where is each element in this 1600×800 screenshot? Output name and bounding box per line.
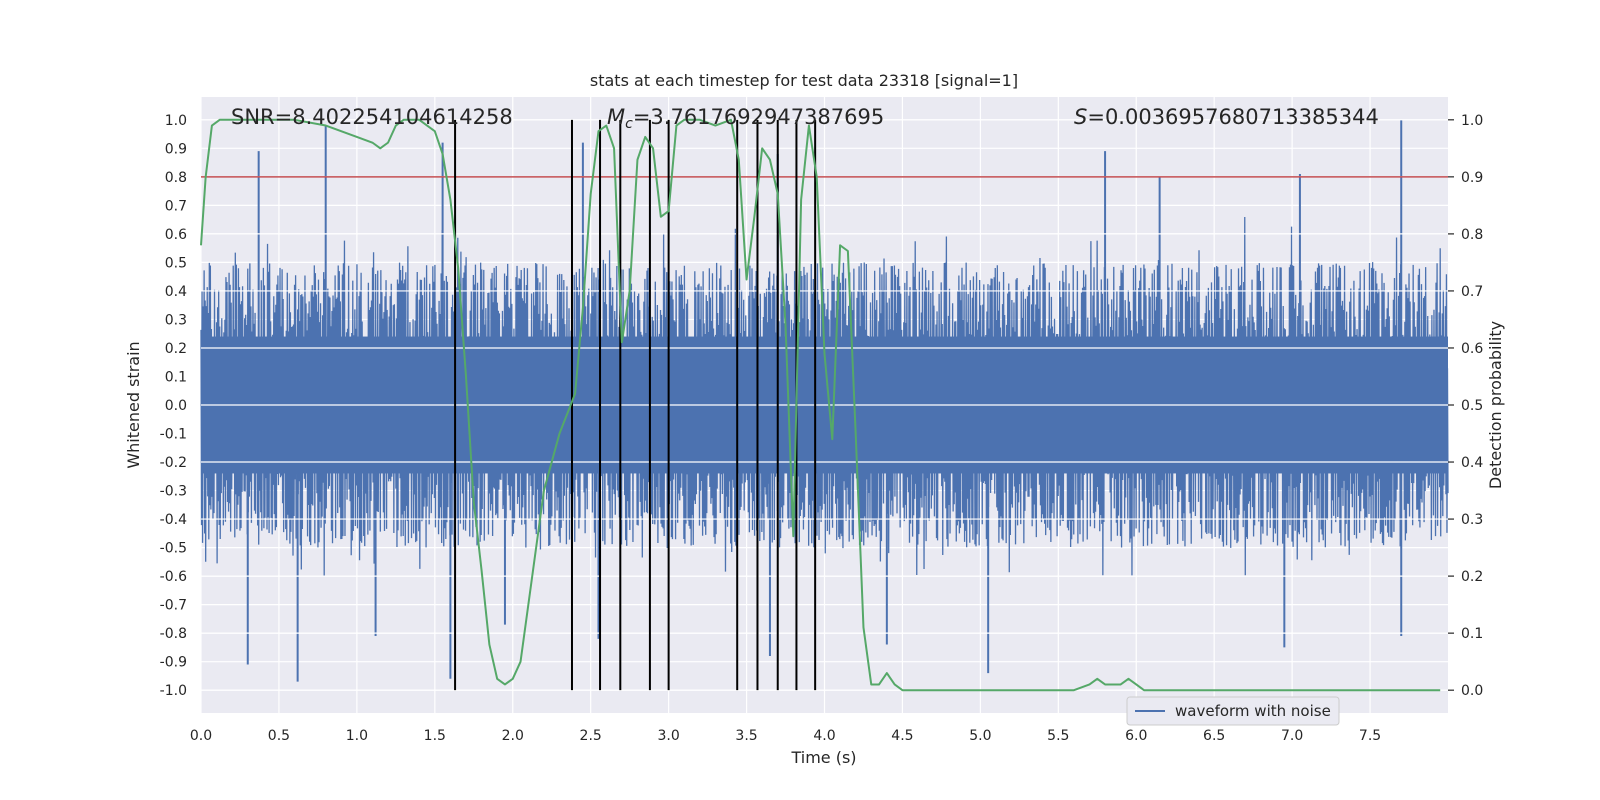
y-axis-right-ticks: 1.0 0.9 0.8 0.7 0.6 0.5 0.4 0.3 0.2 0.1 0.0	[1448, 113, 1483, 699]
y-tick-label: 0.0	[165, 398, 187, 414]
y-tick-label: -0.4	[160, 512, 187, 528]
y-right-tick-label: 0.2	[1461, 569, 1483, 585]
x-tick-label: 4.5	[891, 728, 913, 744]
y-tick-label: -0.6	[160, 569, 187, 585]
x-tick-label: 7.0	[1281, 728, 1303, 744]
y-right-tick-label: 0.3	[1461, 512, 1483, 528]
y-tick-label: 0.6	[165, 227, 187, 243]
legend-label-waveform: waveform with noise	[1175, 702, 1331, 720]
y-right-tick-label: 0.1	[1461, 626, 1483, 642]
legend: waveform with noise	[1126, 696, 1340, 726]
y-tick-label: -0.5	[160, 541, 187, 557]
y-axis-left-ticks: 1.0 0.9 0.8 0.7 0.6 0.5 0.4 0.3 0.2 0.1 0.0 -0.1 -0.…	[160, 113, 187, 699]
y-right-tick-label: 1.0	[1461, 113, 1483, 129]
y-tick-label: -0.9	[160, 655, 187, 671]
x-tick-label: 5.5	[1047, 728, 1069, 744]
y-right-tick-label: 0.7	[1461, 284, 1483, 300]
y-right-tick-label: 0.5	[1461, 398, 1483, 414]
x-tick-label: 2.0	[502, 728, 524, 744]
snr-annotation: SNR=8.402254104614258	[231, 105, 513, 129]
y-tick-label: 0.4	[165, 284, 187, 300]
x-tick-label: 0.5	[268, 728, 290, 744]
y-tick-label: 0.5	[165, 255, 187, 271]
y-tick-label: -1.0	[160, 683, 187, 699]
x-axis-ticks: 0.0 0.5 1.0 1.5 2.0 2.5 3.0 3.5 4.0 4.5 5.0 5.5 6.0 6…	[190, 728, 1381, 744]
y-tick-label: -0.3	[160, 484, 187, 500]
probability-series	[200, 118, 1441, 692]
y-tick-label: -0.7	[160, 598, 187, 614]
event-markers	[454, 119, 817, 691]
y-tick-label: 0.3	[165, 312, 187, 328]
y-right-tick-label: 0.9	[1461, 170, 1483, 186]
y-right-tick-label: 0.6	[1461, 341, 1483, 357]
legend-box	[1126, 696, 1340, 726]
x-tick-label: 6.5	[1203, 728, 1225, 744]
chirp-mass-symbol: M	[607, 105, 625, 129]
y-right-tick-label: 0.8	[1461, 227, 1483, 243]
x-axis-label: Time (s)	[790, 748, 856, 767]
y-tick-label: -0.1	[160, 427, 187, 443]
s-annotation: S=0.0036957680713385344	[1074, 105, 1379, 129]
s-symbol: S	[1074, 105, 1087, 129]
y-tick-label: 0.1	[165, 369, 187, 385]
x-tick-label: 6.0	[1125, 728, 1147, 744]
y-axis-right-label: Detection probability	[1486, 321, 1505, 489]
chart-title: stats at each timestep for test data 233…	[590, 71, 1018, 90]
y-tick-label: 0.7	[165, 198, 187, 214]
y-right-tick-label: 0.4	[1461, 455, 1483, 471]
y-axis-label: Whitened strain	[124, 341, 143, 468]
x-tick-label: 1.5	[424, 728, 446, 744]
x-tick-label: 3.0	[657, 728, 679, 744]
y-tick-label: 0.8	[165, 170, 187, 186]
y-tick-label: 1.0	[165, 113, 187, 129]
x-tick-label: 7.5	[1359, 728, 1381, 744]
x-tick-label: 5.0	[969, 728, 991, 744]
y-tick-label: -0.8	[160, 626, 187, 642]
y-tick-label: 0.9	[165, 141, 187, 157]
chirp-mass-annotation: Mc=3.7617692947387695	[607, 105, 884, 132]
x-tick-label: 4.0	[813, 728, 835, 744]
s-value: =0.0036957680713385344	[1087, 105, 1379, 129]
chirp-mass-subscript: c	[625, 116, 633, 132]
x-tick-label: 1.0	[346, 728, 368, 744]
x-tick-label: 3.5	[735, 728, 757, 744]
y-tick-label: -0.2	[160, 455, 187, 471]
chirp-mass-value: =3.7617692947387695	[633, 105, 884, 129]
probability-line	[200, 118, 1441, 692]
x-tick-label: 0.0	[190, 728, 212, 744]
y-right-tick-label: 0.0	[1461, 683, 1483, 699]
y-tick-label: 0.2	[165, 341, 187, 357]
x-tick-label: 2.5	[580, 728, 602, 744]
